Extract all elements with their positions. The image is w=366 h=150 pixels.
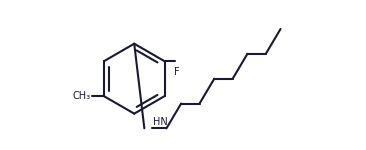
Text: F: F <box>174 67 179 77</box>
Text: CH₃: CH₃ <box>73 91 91 101</box>
Text: HN: HN <box>153 117 167 128</box>
